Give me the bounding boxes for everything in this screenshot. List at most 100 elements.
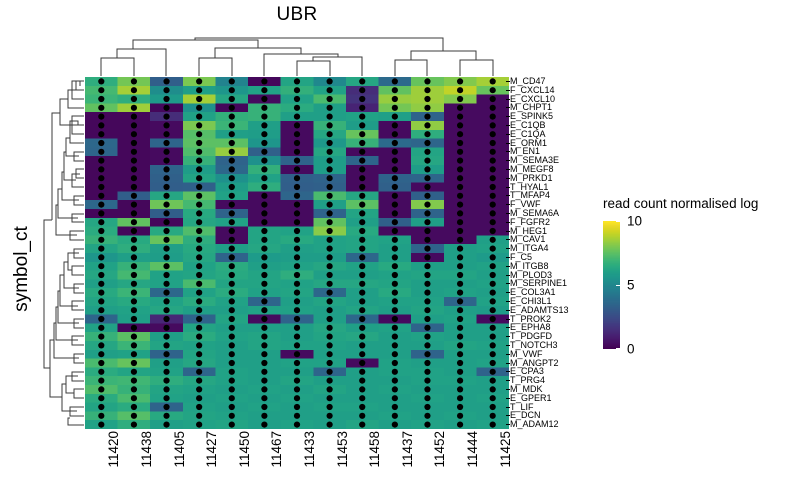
row-tick-label: M_VWF <box>510 348 543 359</box>
legend-tick-mark <box>616 285 622 286</box>
row-tick-mark <box>506 230 510 232</box>
row-tick-mark <box>506 221 510 223</box>
row-tick-label: M_CD47 <box>510 76 546 86</box>
row-tick-mark <box>506 257 510 258</box>
row-tick-mark <box>506 107 510 109</box>
row-tick-mark <box>506 116 510 118</box>
column-tick-label: 11427 <box>204 431 220 468</box>
row-tick-mark <box>506 142 510 144</box>
row-tick-mark <box>506 283 510 285</box>
row-tick-label: M_EN1 <box>510 146 541 157</box>
row-tick-mark <box>506 239 510 241</box>
row-tick-label: T_PRG4 <box>510 375 546 386</box>
color-legend: read count normalised log 10 5 0 <box>603 196 793 357</box>
row-tick-label: M_ADAM12 <box>510 419 559 430</box>
row-tick-label: E_EPHA8 <box>510 322 551 333</box>
column-tick-labels: 11420 11438 11405 11427 11450 11467 11433 11453… <box>85 431 512 493</box>
row-tick-mark <box>506 406 510 408</box>
row-tick-mark <box>506 213 510 214</box>
column-tick-label: 11433 <box>302 431 317 468</box>
column-tick-label: 11437 <box>399 431 415 468</box>
row-tick-label: E_DCN <box>510 410 541 421</box>
row-tick-label: M_SEMA6A <box>510 208 560 218</box>
row-tick-label: T_PDGFD <box>510 331 553 342</box>
row-tick-mark <box>506 424 510 426</box>
row-tick-mark <box>506 265 510 267</box>
legend-tick-label: 10 <box>627 213 643 229</box>
row-tick-mark <box>506 195 510 197</box>
row-tick-label: M_MEGF8 <box>510 164 554 174</box>
row-tick-mark <box>506 327 510 329</box>
row-tick-mark <box>506 177 510 179</box>
row-tick-label: T_HYAL1 <box>510 181 549 192</box>
row-tick-label: M_SEMA3E <box>510 155 560 166</box>
column-tick-label: 11425 <box>497 431 513 468</box>
row-tick-mark <box>506 345 510 346</box>
row-tick-label: E_CXCL10 <box>510 93 556 104</box>
column-dendrogram <box>100 37 494 76</box>
column-tick-label: 11452 <box>432 431 448 468</box>
row-tick-label: M_CAV1 <box>510 234 546 245</box>
heatmap-grid[interactable] <box>85 77 509 429</box>
row-axis-title: symbol_ct <box>11 226 32 312</box>
row-tick-label: M_PLOD3 <box>510 269 553 280</box>
row-tick-mark <box>506 169 510 170</box>
row-tick-label: E_ADAMTS13 <box>510 304 569 315</box>
row-tick-mark <box>506 125 510 126</box>
row-tick-mark <box>506 133 510 135</box>
row-tick-mark <box>506 151 510 153</box>
row-tick-mark <box>506 301 510 302</box>
row-tick-mark <box>506 89 510 91</box>
row-tick-label: E_ORM1 <box>510 137 548 148</box>
row-tick-label: M_SERPINE1 <box>510 278 568 289</box>
column-tick-label: 11458 <box>367 431 383 468</box>
row-tick-label: F_FGFR2 <box>510 216 551 227</box>
row-tick-label: E_COL3A1 <box>510 287 556 298</box>
row-tick-label: T_MFAP4 <box>510 190 551 201</box>
row-tick-mark <box>506 318 510 320</box>
row-tick-label: E_SPINK5 <box>510 111 554 122</box>
row-tick-mark <box>506 292 510 294</box>
row-tick-label: M_CHPT1 <box>510 102 553 113</box>
row-tick-mark <box>506 415 510 417</box>
legend-colorbar <box>603 221 620 349</box>
column-tick-label: 11438 <box>138 431 154 468</box>
row-tick-mark <box>506 98 510 100</box>
row-tick-mark <box>506 371 510 373</box>
row-tick-label: T_NOTCH3 <box>510 340 558 350</box>
row-tick-mark <box>506 353 510 355</box>
row-tick-label: T_PROK2 <box>510 313 552 324</box>
row-tick-label: F_C5 <box>510 252 533 262</box>
row-tick-mark <box>506 309 510 311</box>
row-tick-mark <box>506 274 510 276</box>
column-tick-label: 11444 <box>465 431 481 468</box>
column-tick-label: 11467 <box>269 431 285 468</box>
column-group-title: UBR <box>276 4 318 25</box>
row-tick-label: E_GPER1 <box>510 392 552 403</box>
legend-tick-mark <box>616 221 622 222</box>
row-tick-mark <box>506 389 510 390</box>
row-tick-label: M_HEG1 <box>510 225 548 236</box>
row-tick-labels: M_CD47 F_CXCL14 E_CXCL10 M_CHPT1 E_SPINK5 E_C… <box>506 74 602 434</box>
row-tick-mark <box>506 362 510 364</box>
row-tick-label: E_CHI3L1 <box>510 296 552 306</box>
row-tick-label: M_ITGB8 <box>510 260 549 271</box>
column-tick-label: 11405 <box>171 431 187 468</box>
legend-tick-mark <box>616 348 622 349</box>
row-tick-label: F_CXCL14 <box>510 84 555 95</box>
row-tick-label: E_C1QB <box>510 120 546 130</box>
row-tick-label: E_CPA3 <box>510 366 544 377</box>
row-tick-label: E_C1QA <box>510 128 546 139</box>
row-tick-mark <box>506 336 510 338</box>
row-tick-label: M_PRKD1 <box>510 172 553 183</box>
row-tick-mark <box>506 160 510 162</box>
column-tick-label: 11450 <box>236 431 252 468</box>
row-tick-label: T_LIF <box>510 401 534 412</box>
row-tick-mark <box>506 380 510 382</box>
row-tick-label: M_ANGPT2 <box>510 357 559 368</box>
row-tick-mark <box>506 81 510 82</box>
legend-title: read count normalised log <box>603 196 759 211</box>
row-dendrogram <box>43 80 84 426</box>
row-tick-mark <box>506 397 510 399</box>
